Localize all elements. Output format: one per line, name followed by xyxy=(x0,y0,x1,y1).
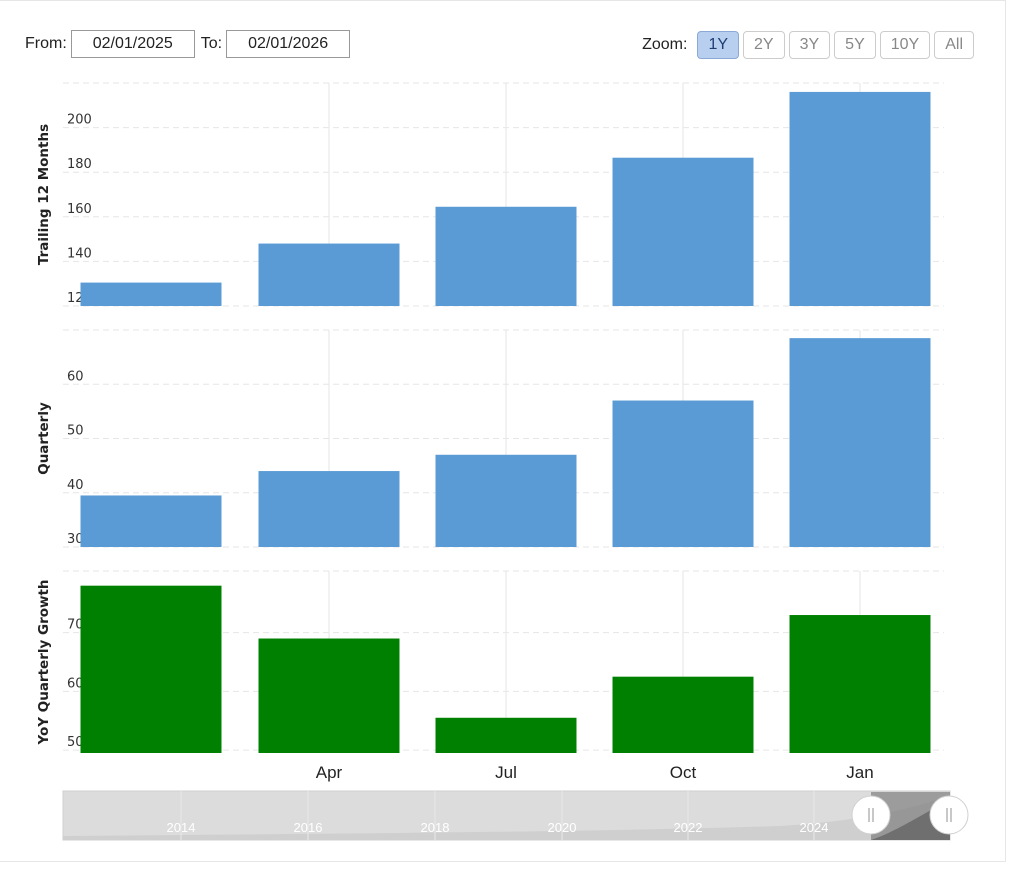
zoom-1y-button[interactable]: 1Y xyxy=(697,31,740,59)
x-tick-label: Jan xyxy=(846,763,873,782)
bar xyxy=(435,206,577,306)
y-axis-title: Quarterly xyxy=(36,402,52,475)
navigator-year-label: 2022 xyxy=(674,820,703,835)
panel-2: 30 40 50 60 Quarterly xyxy=(36,329,944,548)
zoom-3y-button[interactable]: 3Y xyxy=(788,31,831,59)
y-tick-label: 40 xyxy=(67,478,84,493)
navigator-year-label: 2016 xyxy=(294,820,323,835)
to-label: To: xyxy=(200,35,223,52)
navigator-left-handle[interactable] xyxy=(851,795,891,835)
from-label: From: xyxy=(25,35,67,52)
zoom-selector: Zoom: 1Y 2Y 3Y 5Y 10Y All xyxy=(642,30,974,60)
navigator-year-label: 2014 xyxy=(167,820,196,835)
bar xyxy=(258,471,400,547)
navigator-year-label: 2024 xyxy=(800,820,829,835)
bar xyxy=(612,676,754,753)
y-tick-label: 60 xyxy=(67,676,84,691)
navigator-selected-series xyxy=(871,800,950,840)
bar xyxy=(80,585,222,753)
y-tick-label: 160 xyxy=(67,202,92,217)
bar xyxy=(612,400,754,547)
y-tick-label: 60 xyxy=(67,369,84,384)
date-range-selector: From: To: xyxy=(25,29,356,59)
bar xyxy=(80,282,222,306)
zoom-all-button[interactable]: All xyxy=(934,31,974,59)
bar xyxy=(789,91,931,306)
y-tick-label: 180 xyxy=(67,157,92,172)
zoom-10y-button[interactable]: 10Y xyxy=(879,31,931,59)
navigator-right-handle[interactable] xyxy=(929,795,969,835)
handle-circle xyxy=(929,795,969,835)
navigator-year-label: 2018 xyxy=(421,820,450,835)
x-tick-label: Oct xyxy=(670,763,697,782)
x-axis: Apr Jul Oct Jan xyxy=(316,763,874,782)
bar xyxy=(80,495,222,547)
y-tick-label: 140 xyxy=(67,246,92,261)
y-tick-label: 50 xyxy=(67,735,84,750)
handle-circle xyxy=(851,795,891,835)
zoom-5y-button[interactable]: 5Y xyxy=(834,31,876,59)
y-axis-title: Trailing 12 Months xyxy=(36,124,52,265)
zoom-label: Zoom: xyxy=(642,36,688,53)
x-tick-label: Jul xyxy=(495,763,517,782)
y-tick-label: 50 xyxy=(67,424,84,439)
y-axis-title: YoY Quarterly Growth xyxy=(36,579,52,745)
bar xyxy=(435,717,577,753)
navigator[interactable]: 2014 2016 2018 2020 2022 2024 xyxy=(62,790,969,841)
navigator-year-label: 2020 xyxy=(548,820,577,835)
bar xyxy=(435,454,577,547)
x-tick-label: Apr xyxy=(316,763,343,782)
bar xyxy=(789,338,931,547)
bar xyxy=(612,157,754,306)
y-tick-label: 70 xyxy=(67,618,84,633)
bar xyxy=(789,615,931,753)
to-date-input[interactable] xyxy=(226,30,351,58)
bar xyxy=(258,638,400,753)
bar xyxy=(258,243,400,306)
y-tick-label: 200 xyxy=(67,113,92,128)
from-date-input[interactable] xyxy=(70,30,195,58)
zoom-2y-button[interactable]: 2Y xyxy=(743,31,785,59)
panel-3: 50 60 70 YoY Quarterly Growth xyxy=(36,570,944,753)
navigator-series xyxy=(63,796,950,840)
y-tick-label: 30 xyxy=(67,532,84,547)
